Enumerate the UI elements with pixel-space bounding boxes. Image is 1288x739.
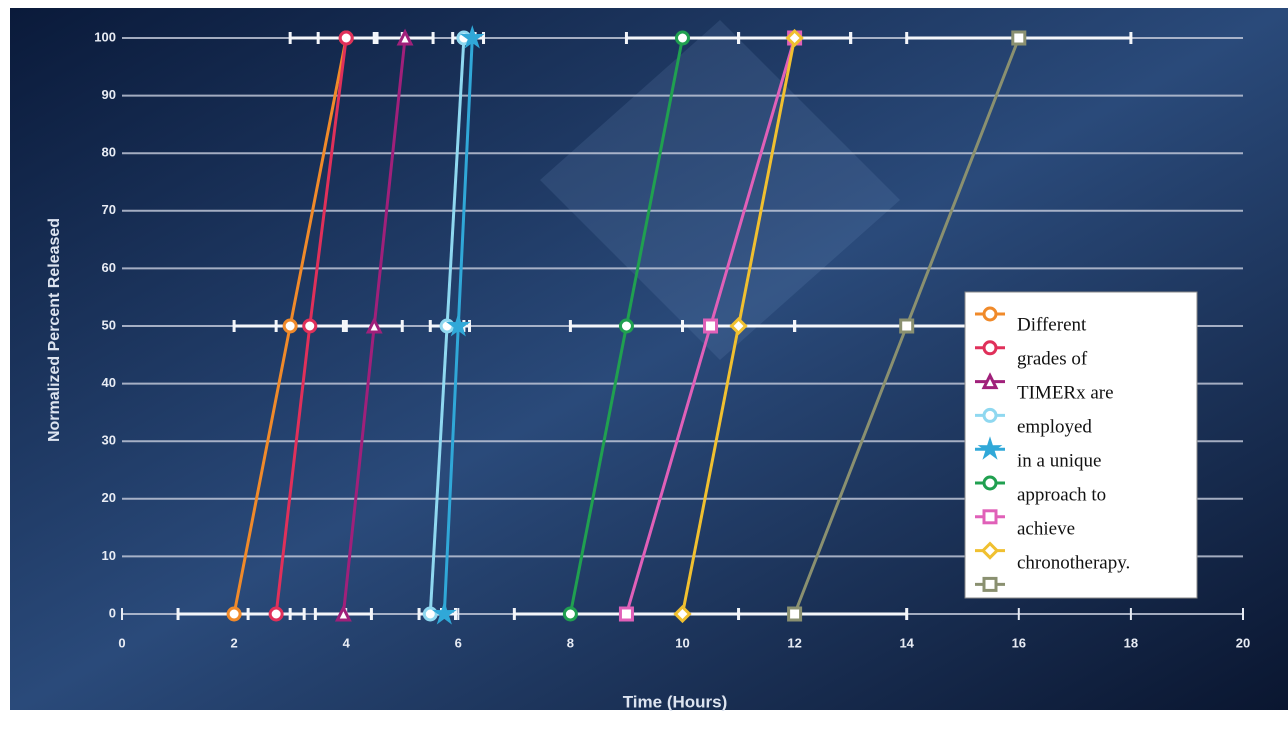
data-point — [564, 608, 576, 620]
x-tick-label: 14 — [899, 635, 914, 650]
data-point — [620, 608, 632, 620]
x-axis-label: Time (Hours) — [623, 692, 728, 711]
x-tick-label: 20 — [1236, 635, 1250, 650]
y-axis-label: Normalized Percent Released — [46, 218, 63, 442]
x-tick-label: 16 — [1012, 635, 1026, 650]
y-tick-label: 40 — [102, 375, 116, 390]
data-point — [340, 32, 352, 44]
legend-text: employed — [1017, 416, 1092, 437]
data-point — [677, 32, 689, 44]
legend-text: in a unique — [1017, 450, 1101, 471]
legend-marker — [984, 409, 996, 421]
legend-text: chronotherapy. — [1017, 552, 1130, 573]
data-point — [270, 608, 282, 620]
legend-text: Different — [1017, 314, 1087, 335]
y-tick-label: 0 — [109, 605, 116, 620]
data-point — [424, 608, 436, 620]
chart: Time (Hours) Normalized Percent Released… — [0, 0, 1288, 739]
legend-text: TIMERx are — [1017, 382, 1114, 403]
x-tick-label: 12 — [787, 635, 801, 650]
x-tick-label: 10 — [675, 635, 689, 650]
page: {"chart_data":{"type":"line", "x_label":… — [0, 0, 1288, 739]
y-tick-label: 60 — [102, 260, 116, 275]
data-point — [1013, 32, 1025, 44]
x-tick-label: 8 — [567, 635, 574, 650]
data-point — [620, 320, 632, 332]
y-tick-label: 80 — [102, 145, 116, 160]
data-point — [304, 320, 316, 332]
x-tick-label: 0 — [118, 635, 125, 650]
data-point — [901, 320, 913, 332]
y-tick-label: 70 — [102, 202, 116, 217]
y-tick-label: 50 — [102, 317, 116, 332]
y-tick-label: 30 — [102, 433, 116, 448]
y-tick-label: 100 — [94, 29, 116, 44]
data-point — [441, 320, 453, 332]
x-tick-label: 6 — [455, 635, 462, 650]
data-point — [705, 320, 717, 332]
legend-marker — [984, 308, 996, 320]
legend-text: approach to — [1017, 484, 1106, 505]
legend-marker — [984, 342, 996, 354]
data-point — [228, 608, 240, 620]
legend-text: achieve — [1017, 518, 1075, 539]
data-point — [284, 320, 296, 332]
y-tick-label: 20 — [102, 490, 116, 505]
x-tick-label: 4 — [343, 635, 351, 650]
legend-text: grades of — [1017, 348, 1088, 369]
data-point — [789, 608, 801, 620]
legend-marker — [984, 578, 996, 590]
legend-marker — [984, 511, 996, 523]
x-tick-label: 2 — [230, 635, 237, 650]
y-tick-label: 90 — [102, 87, 116, 102]
x-tick-label: 18 — [1124, 635, 1138, 650]
legend-marker — [984, 477, 996, 489]
y-tick-label: 10 — [102, 548, 116, 563]
